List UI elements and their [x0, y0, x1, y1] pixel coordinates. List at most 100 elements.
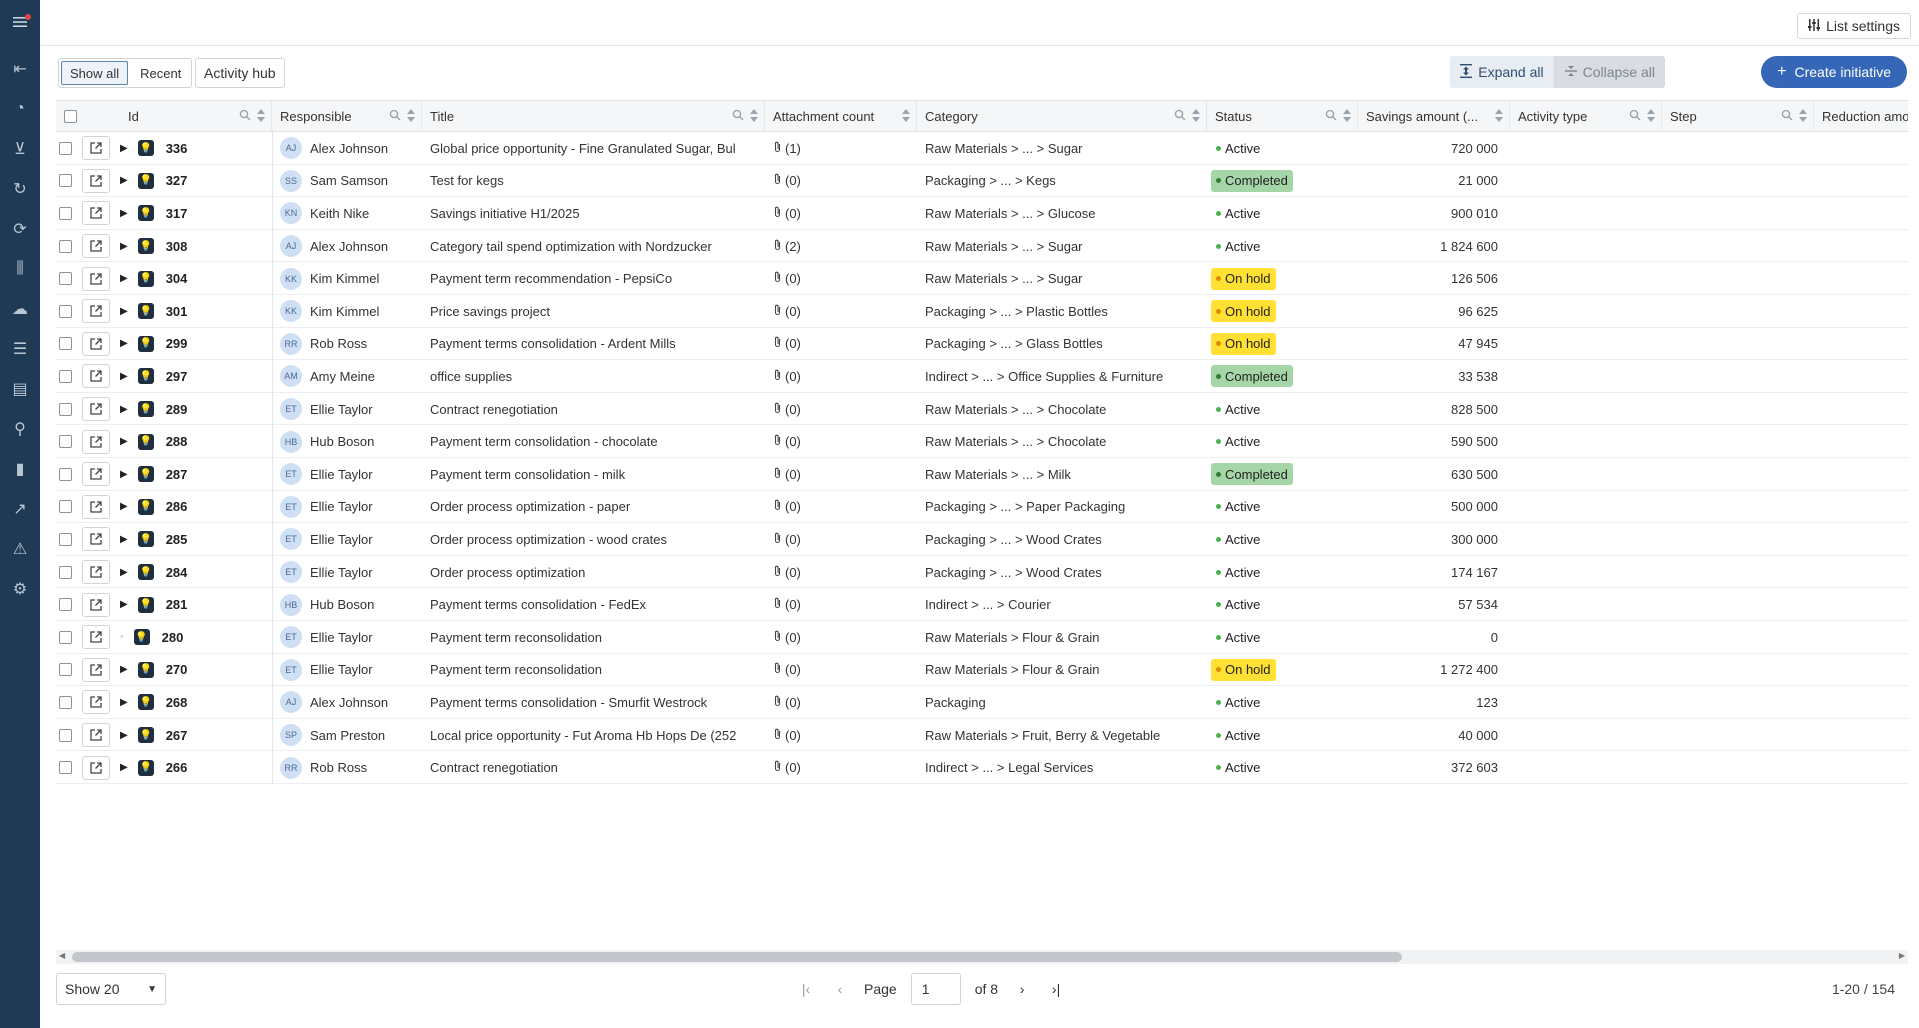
expand-row-icon[interactable]: ▶ — [120, 468, 128, 480]
initiative-title[interactable]: Payment term consolidation - milk — [430, 466, 626, 482]
initiative-title[interactable]: Order process optimization — [430, 564, 586, 580]
open-external-icon[interactable] — [82, 299, 110, 324]
open-external-icon[interactable] — [82, 364, 110, 389]
row-checkbox[interactable] — [59, 272, 72, 286]
table-row[interactable]: ▶ 💡 327 SS Sam Samson Test for kegs (0) Packagi… — [56, 164, 1908, 198]
attachment-count[interactable]: (0) — [785, 466, 801, 482]
open-external-icon[interactable] — [82, 657, 110, 682]
create-initiative-button[interactable]: + Create initiative — [1761, 56, 1907, 88]
explore-icon[interactable]: ⚲ — [14, 421, 26, 438]
search-icon[interactable] — [239, 109, 251, 126]
initiative-title[interactable]: Price savings project — [430, 303, 550, 319]
expand-row-icon[interactable]: ▶ — [120, 599, 128, 611]
scroll-left-icon[interactable]: ◀ — [59, 951, 66, 960]
collapse-all-button[interactable]: Collapse all — [1554, 56, 1665, 88]
expand-row-icon[interactable]: ▶ — [120, 370, 128, 382]
attachment-count[interactable]: (0) — [785, 271, 801, 287]
table-row[interactable]: ▶ 💡 287 ET Ellie Taylor Payment term consolid… — [56, 458, 1908, 491]
column-header[interactable]: Id — [114, 101, 272, 132]
column-header[interactable]: Activity type — [1510, 101, 1662, 132]
initiative-title[interactable]: Payment term recommendation - PepsiCo — [430, 271, 673, 287]
documents-icon[interactable]: ▤ — [12, 381, 28, 398]
attachment-count[interactable]: (0) — [785, 173, 801, 189]
cycle-icon[interactable]: ⟳ — [13, 221, 27, 238]
column-header[interactable]: Category — [917, 101, 1207, 132]
bar-chart-icon[interactable]: ▮ — [15, 461, 25, 478]
row-checkbox[interactable] — [59, 695, 72, 709]
initiative-title[interactable]: Payment terms consolidation - FedEx — [430, 597, 647, 613]
row-checkbox[interactable] — [59, 630, 72, 644]
search-icon[interactable] — [1325, 109, 1337, 126]
expand-row-icon[interactable]: ▶ — [120, 762, 128, 774]
expand-row-icon[interactable]: ▶ — [120, 501, 128, 513]
attachment-count[interactable]: (1) — [785, 140, 801, 156]
next-page-icon[interactable]: › — [1019, 981, 1025, 997]
row-checkbox[interactable] — [59, 435, 72, 449]
row-checkbox[interactable] — [59, 728, 72, 742]
table-row[interactable]: ▶ 💡 336 AJ Alex Johnson Global price opportun… — [56, 132, 1908, 165]
search-icon[interactable] — [1781, 109, 1793, 126]
sort-icon[interactable] — [257, 109, 265, 126]
initiative-title[interactable]: Contract renegotiation — [430, 401, 558, 417]
row-checkbox[interactable] — [59, 761, 72, 775]
row-checkbox[interactable] — [59, 304, 72, 318]
column-header[interactable]: Status — [1207, 101, 1358, 132]
open-external-icon[interactable] — [82, 527, 110, 552]
column-header[interactable]: Attachment count — [765, 101, 917, 132]
sort-icon[interactable] — [1799, 109, 1807, 126]
table-row[interactable]: ▶ 💡 317 KN Keith Nike Savings initiative H1/2… — [56, 197, 1908, 230]
attachment-count[interactable]: (0) — [785, 336, 801, 352]
expand-row-icon[interactable]: ▶ — [120, 207, 128, 219]
open-external-icon[interactable] — [82, 201, 110, 226]
initiative-title[interactable]: Payment term consolidation - chocolate — [430, 434, 658, 450]
table-row[interactable]: ▶ 💡 281 HB Hub Boson Payment terms consolidat… — [56, 588, 1908, 621]
scrollbar-thumb[interactable] — [72, 952, 1402, 962]
menu-icon[interactable] — [0, 0, 40, 44]
expand-row-icon[interactable]: ▶ — [120, 305, 128, 317]
row-checkbox[interactable] — [59, 500, 72, 514]
open-external-icon[interactable] — [82, 136, 110, 161]
first-page-icon[interactable]: |‹ — [801, 981, 811, 997]
row-checkbox[interactable] — [59, 598, 72, 612]
open-external-icon[interactable] — [82, 397, 110, 422]
table-row[interactable]: ▶ 💡 304 KK Kim Kimmel Payment term recommenda… — [56, 262, 1908, 295]
sort-icon[interactable] — [1495, 109, 1503, 126]
attachment-count[interactable]: (0) — [785, 597, 801, 613]
initiative-title[interactable]: Order process optimization - wood crates — [430, 531, 667, 547]
search-icon[interactable] — [732, 109, 744, 126]
table-row[interactable]: ▶ 💡 284 ET Ellie Taylor Order process optimiz… — [56, 555, 1908, 589]
open-external-icon[interactable] — [82, 331, 110, 356]
attachment-count[interactable]: (0) — [785, 629, 801, 645]
attachment-count[interactable]: (0) — [785, 564, 801, 580]
row-checkbox[interactable] — [59, 174, 72, 188]
search-icon[interactable] — [389, 109, 401, 126]
row-checkbox[interactable] — [59, 206, 72, 220]
sort-icon[interactable] — [1192, 109, 1200, 126]
attachment-count[interactable]: (0) — [785, 303, 801, 319]
open-external-icon[interactable] — [82, 560, 110, 585]
refresh-icon[interactable]: ↻ — [13, 181, 27, 198]
row-checkbox[interactable] — [59, 565, 72, 579]
horizontal-scrollbar[interactable]: ◀ ▶ — [56, 950, 1908, 964]
expand-row-icon[interactable]: ▶ — [120, 729, 128, 741]
table-row[interactable]: ▶ 💡 301 KK Kim Kimmel Price savings project (0… — [56, 295, 1908, 328]
page-size-select[interactable]: Show 20 ▼ — [56, 973, 166, 1005]
expand-row-icon[interactable]: ▶ — [120, 240, 128, 252]
initiative-title[interactable]: Savings initiative H1/2025 — [430, 205, 580, 221]
attachment-count[interactable]: (0) — [785, 205, 801, 221]
last-page-icon[interactable]: ›| — [1051, 981, 1061, 997]
expand-row-icon[interactable]: ▶ — [120, 338, 128, 350]
open-external-icon[interactable] — [82, 625, 110, 650]
sort-icon[interactable] — [902, 109, 910, 126]
dashboard-icon[interactable]: ⇤ — [13, 61, 27, 78]
attachment-count[interactable]: (0) — [785, 760, 801, 776]
settings-icon[interactable]: ⚙ — [12, 581, 28, 598]
table-row[interactable]: ▶ 💡 270 ET Ellie Taylor Payment term reconsol… — [56, 653, 1908, 687]
trend-icon[interactable]: ↗ — [13, 501, 27, 518]
table-row[interactable]: ▶ 💡 308 AJ Alex Johnson Category tail spend o… — [56, 229, 1908, 263]
page-number-input[interactable]: 1 — [910, 973, 961, 1005]
initiative-title[interactable]: office supplies — [430, 368, 513, 384]
attachment-count[interactable]: (0) — [785, 531, 801, 547]
table-row[interactable]: ▶ 💡 288 HB Hub Boson Payment term consolidati… — [56, 425, 1908, 458]
sort-icon[interactable] — [407, 109, 415, 126]
